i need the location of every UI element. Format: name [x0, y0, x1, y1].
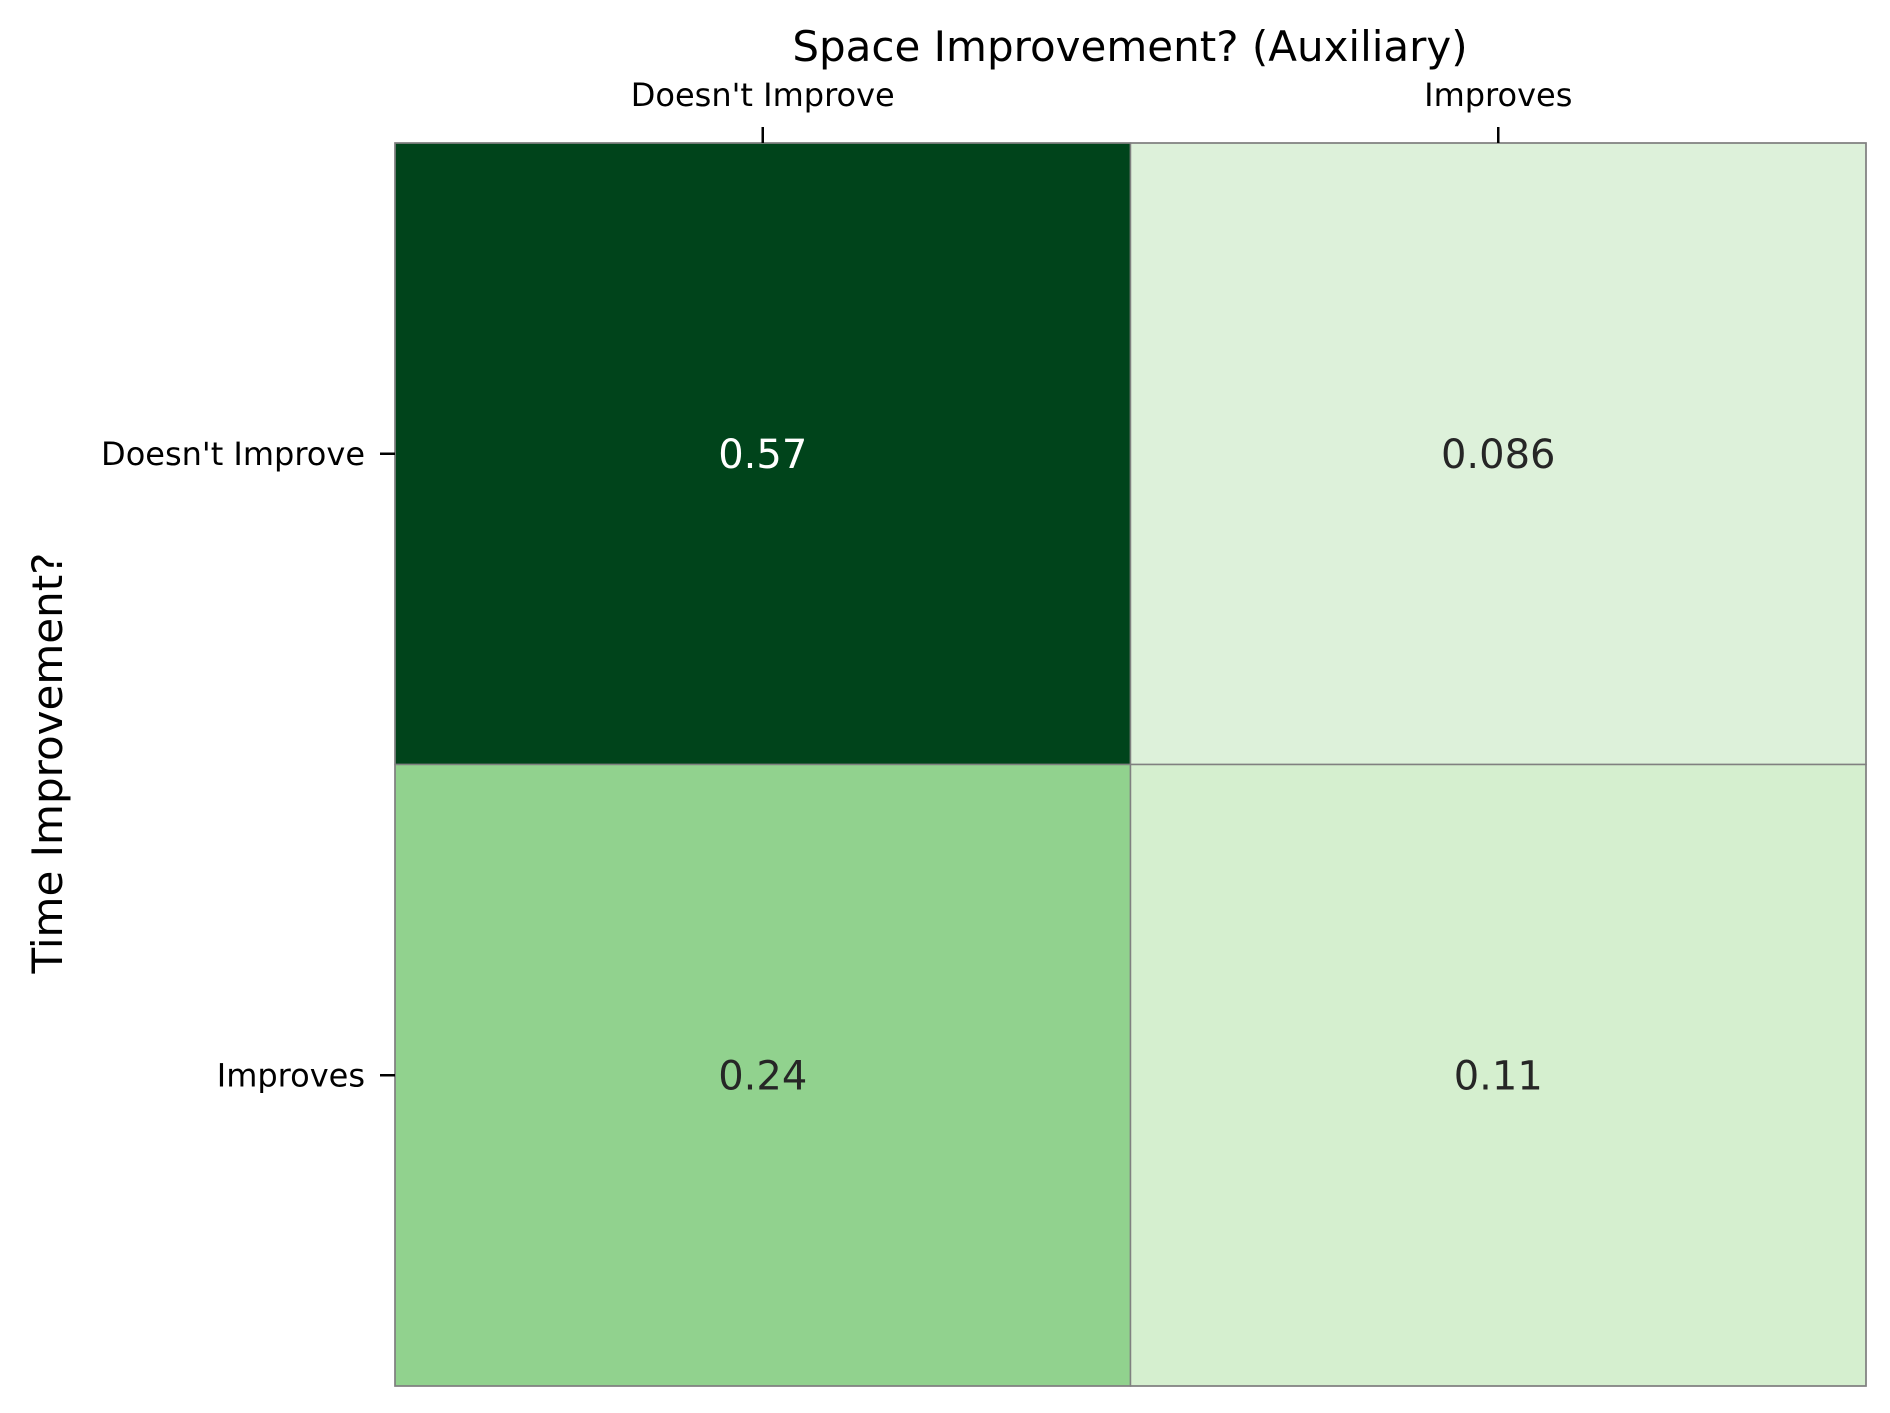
x-tick-label: Improves — [1424, 76, 1572, 114]
heatmap-cell — [394, 763, 1132, 1387]
y-tick-label: Doesn't Improve — [101, 435, 365, 473]
x-tick-label: Doesn't Improve — [631, 76, 895, 114]
cell-value-label: 0.086 — [1441, 432, 1556, 478]
cell-value-label: 0.24 — [718, 1053, 807, 1099]
plot-frame — [394, 142, 1867, 1387]
cell-value-label: 0.11 — [1454, 1053, 1543, 1099]
heatmap-cells: 0.57 0.086 0.24 0.11 — [394, 142, 1867, 1387]
heatmap-cell — [1129, 763, 1867, 1387]
y-axis-title: Time Improvement? — [23, 553, 72, 975]
x-axis-ticks: Doesn't Improve Improves — [631, 76, 1572, 143]
heatmap-cell — [394, 142, 1132, 766]
y-tick-label: Improves — [217, 1056, 365, 1094]
y-axis-ticks: Doesn't Improve Improves — [101, 435, 395, 1094]
heatmap-cell — [1129, 142, 1867, 766]
cell-value-label: 0.57 — [718, 432, 807, 478]
x-axis-title: Space Improvement? (Auxiliary) — [792, 22, 1467, 71]
